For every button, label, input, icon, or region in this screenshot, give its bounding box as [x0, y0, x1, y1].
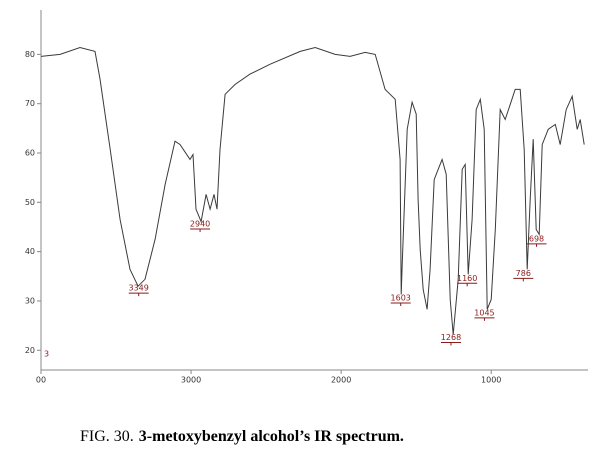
spectrum-line [40, 46, 585, 335]
y-tick-label: 20 [25, 346, 35, 355]
peak-label: 786 [516, 269, 531, 278]
x-tick-label: 2000 [331, 376, 351, 385]
corner-label: 3 [44, 350, 49, 359]
peak-label: 1160 [457, 274, 477, 283]
x-tick-label: 1000 [481, 376, 501, 385]
caption-text: 3-metoxybenzyl alcohol’s IR spectrum. [139, 428, 404, 445]
x-tick-label: 3000 [181, 376, 201, 385]
y-tick-label: 60 [25, 149, 35, 158]
x-tick-label: 00 [36, 376, 46, 385]
caption-label: FIG. 30. [80, 428, 134, 445]
y-tick-label: 30 [25, 296, 35, 305]
y-tick-label: 50 [25, 198, 35, 207]
caption: FIG. 30. 3-metoxybenzyl alcohol’s IR spec… [80, 428, 404, 445]
peak-label: 2940 [190, 220, 210, 229]
peak-label: 1268 [441, 333, 461, 342]
y-tick-label: 80 [25, 50, 35, 59]
peak-label: 1045 [474, 308, 494, 317]
y-tick-label: 70 [25, 99, 35, 108]
peak-label: 698 [529, 234, 544, 243]
peak-label: 1603 [391, 294, 411, 303]
y-tick-label: 40 [25, 247, 35, 256]
peak-label: 3349 [129, 284, 149, 293]
